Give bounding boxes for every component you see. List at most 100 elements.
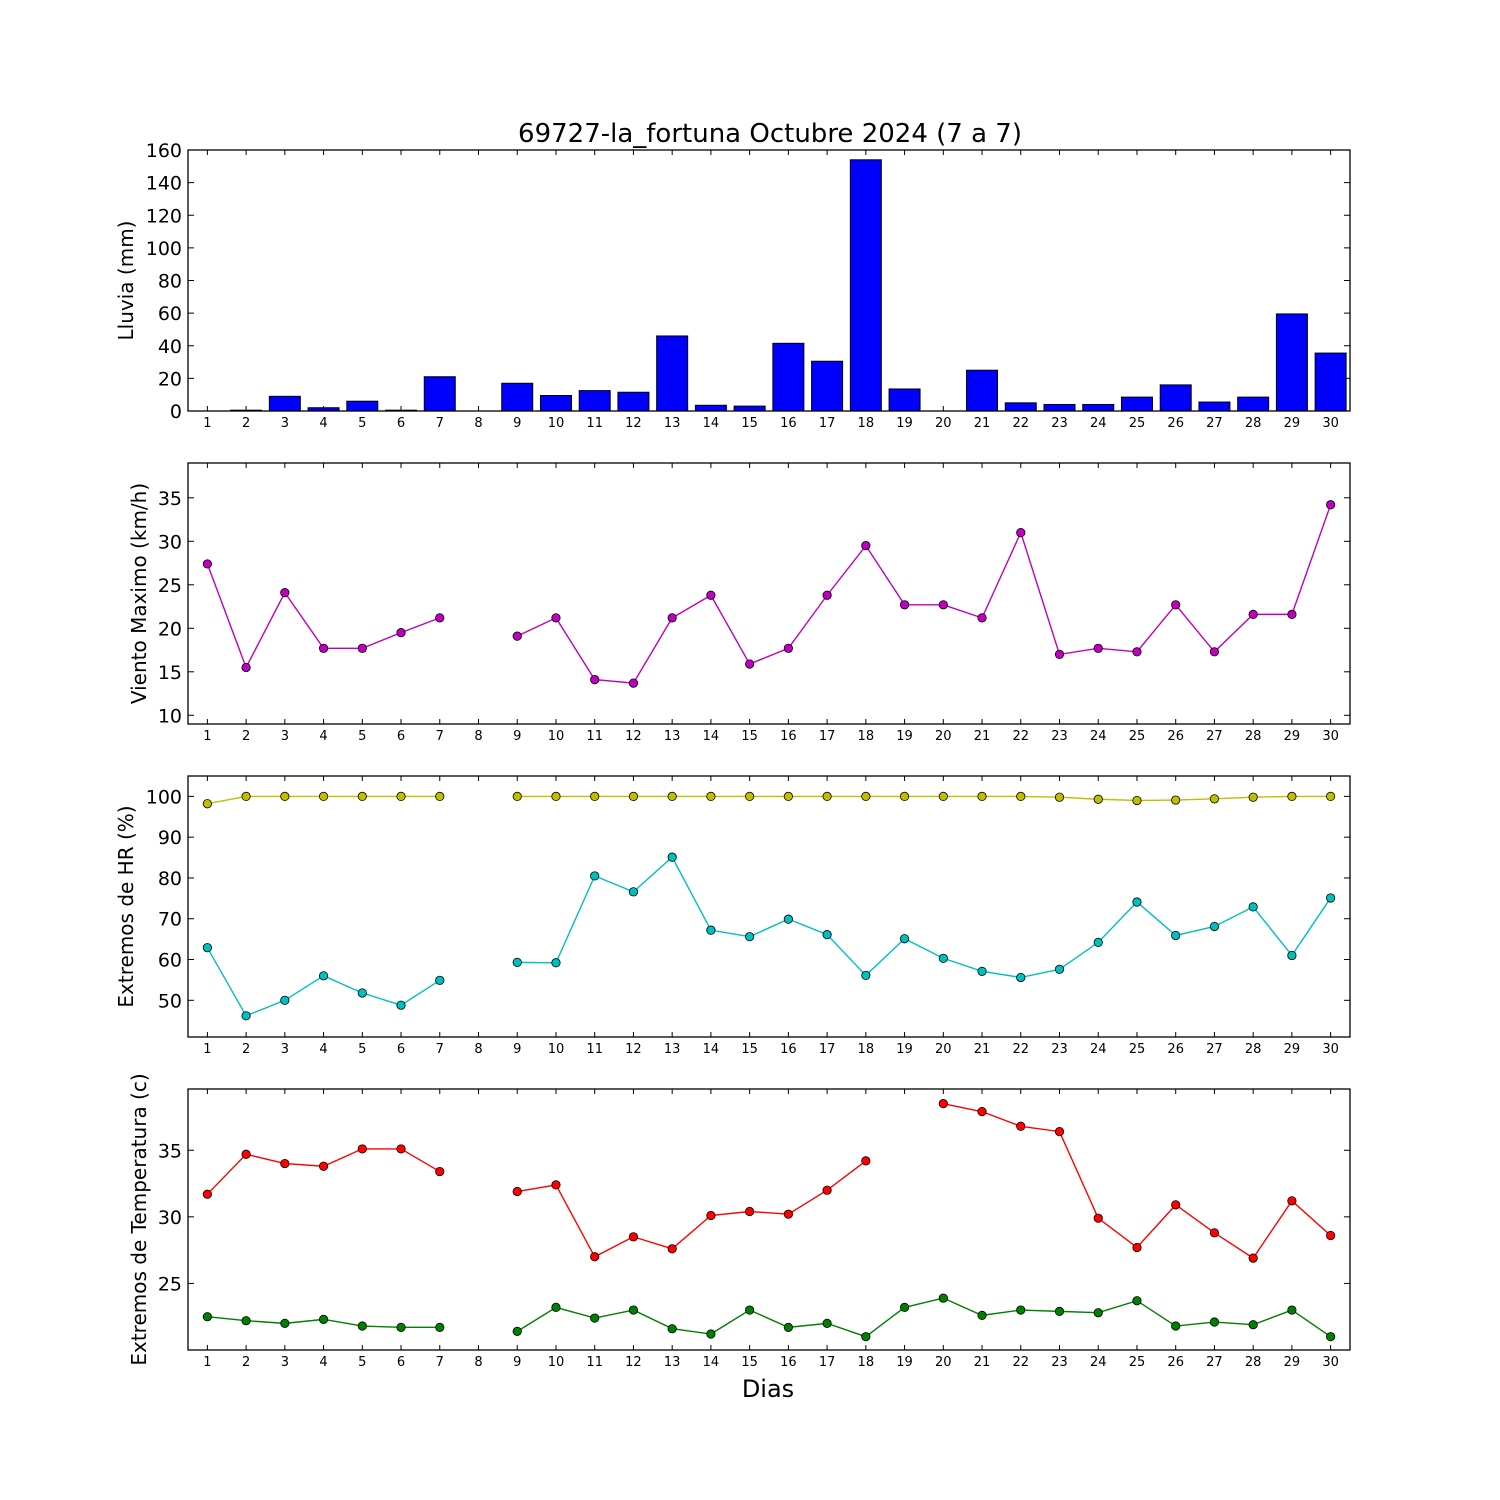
x-tick-label: 9 bbox=[513, 416, 521, 431]
data-point bbox=[1287, 1305, 1297, 1315]
data-point bbox=[1209, 794, 1220, 804]
data-point bbox=[1093, 1213, 1103, 1223]
data-point bbox=[1209, 647, 1220, 657]
x-tick-label: 12 bbox=[625, 1042, 642, 1057]
y-tick-label: 160 bbox=[146, 140, 182, 162]
data-point bbox=[977, 1107, 987, 1117]
data-point bbox=[938, 1293, 948, 1303]
x-tick-label: 9 bbox=[513, 1355, 521, 1370]
data-point bbox=[318, 1314, 329, 1324]
plot-frame bbox=[187, 1088, 1351, 1351]
data-point bbox=[783, 1209, 793, 1219]
data-point bbox=[667, 1244, 677, 1254]
data-point bbox=[861, 541, 871, 551]
data-point bbox=[706, 590, 716, 600]
x-tick-label: 30 bbox=[1322, 1355, 1339, 1370]
data-point bbox=[318, 791, 329, 801]
plot-frame bbox=[187, 775, 1351, 1038]
data-point bbox=[706, 925, 716, 935]
data-point bbox=[512, 791, 522, 801]
x-tick-label: 29 bbox=[1284, 1355, 1301, 1370]
rain-bar bbox=[1082, 403, 1115, 412]
data-point bbox=[667, 1324, 677, 1334]
data-point bbox=[280, 995, 290, 1005]
x-tick-label: 18 bbox=[858, 1355, 875, 1370]
x-tick-label: 4 bbox=[319, 416, 327, 431]
data-point bbox=[899, 934, 910, 944]
x-tick-label: 16 bbox=[780, 416, 797, 431]
x-tick-label: 23 bbox=[1051, 1042, 1068, 1057]
x-tick-label: 16 bbox=[780, 1042, 797, 1057]
x-tick-label: 19 bbox=[896, 729, 913, 744]
data-point bbox=[590, 791, 600, 801]
y-tick-label: 80 bbox=[158, 868, 182, 890]
x-tick-label: 3 bbox=[281, 1355, 289, 1370]
data-point bbox=[745, 791, 755, 801]
data-point bbox=[783, 791, 793, 801]
x-tick-label: 2 bbox=[242, 1042, 250, 1057]
x-tick-label: 27 bbox=[1206, 729, 1223, 744]
rain-bar bbox=[888, 388, 921, 412]
rain-bar bbox=[539, 395, 572, 412]
data-point bbox=[1171, 795, 1181, 805]
data-point bbox=[512, 1186, 522, 1197]
data-point bbox=[202, 943, 212, 953]
x-tick-label: 6 bbox=[397, 729, 405, 744]
data-point bbox=[435, 975, 445, 985]
rain-bar bbox=[1004, 402, 1037, 412]
data-point bbox=[435, 613, 445, 623]
x-tick-label: 15 bbox=[741, 416, 758, 431]
data-point bbox=[1132, 795, 1142, 806]
data-point bbox=[396, 628, 406, 638]
x-tick-label: 2 bbox=[242, 729, 250, 744]
data-point bbox=[396, 791, 406, 801]
data-point bbox=[280, 588, 290, 598]
rain-bar bbox=[1237, 396, 1270, 412]
data-point bbox=[899, 791, 910, 801]
x-tick-label: 1 bbox=[203, 1042, 211, 1057]
x-tick-label: 2 bbox=[242, 1355, 250, 1370]
x-tick-label: 29 bbox=[1284, 416, 1301, 431]
data-point bbox=[1326, 1230, 1336, 1241]
x-tick-label: 21 bbox=[974, 1355, 991, 1370]
data-point bbox=[1093, 643, 1103, 653]
rain-bar bbox=[772, 342, 805, 412]
x-tick-label: 11 bbox=[586, 1355, 603, 1370]
x-tick-label: 27 bbox=[1206, 1355, 1223, 1370]
data-point bbox=[1016, 1305, 1026, 1315]
rain-bar bbox=[617, 391, 650, 412]
data-point bbox=[318, 643, 329, 653]
y-tick-label: 120 bbox=[146, 205, 182, 227]
data-point bbox=[357, 1321, 367, 1331]
data-point bbox=[1093, 937, 1103, 947]
data-point bbox=[590, 871, 600, 881]
data-point bbox=[1171, 930, 1181, 941]
data-point bbox=[590, 675, 600, 685]
data-point bbox=[706, 1210, 716, 1221]
x-tick-label: 5 bbox=[358, 729, 366, 744]
rain-bar bbox=[501, 382, 534, 412]
data-point bbox=[1016, 527, 1026, 538]
data-point bbox=[745, 659, 755, 669]
data-point bbox=[202, 559, 212, 569]
data-point bbox=[861, 1332, 871, 1342]
data-point bbox=[745, 932, 755, 942]
data-point bbox=[938, 791, 948, 801]
data-point bbox=[1287, 609, 1297, 619]
data-point bbox=[628, 1232, 639, 1242]
y-tick-label: 140 bbox=[146, 173, 182, 195]
x-tick-label: 23 bbox=[1051, 1355, 1068, 1370]
data-point bbox=[1248, 1253, 1258, 1263]
x-tick-label: 19 bbox=[896, 416, 913, 431]
data-point bbox=[783, 914, 793, 924]
data-point bbox=[512, 957, 522, 967]
data-point bbox=[241, 1316, 251, 1326]
x-tick-label: 22 bbox=[1012, 1355, 1029, 1370]
x-tick-label: 25 bbox=[1129, 1042, 1146, 1057]
x-tick-label: 3 bbox=[281, 1042, 289, 1057]
x-tick-label: 30 bbox=[1322, 1042, 1339, 1057]
x-tick-label: 20 bbox=[935, 1355, 952, 1370]
data-point bbox=[1093, 794, 1103, 804]
data-point bbox=[822, 1185, 832, 1195]
